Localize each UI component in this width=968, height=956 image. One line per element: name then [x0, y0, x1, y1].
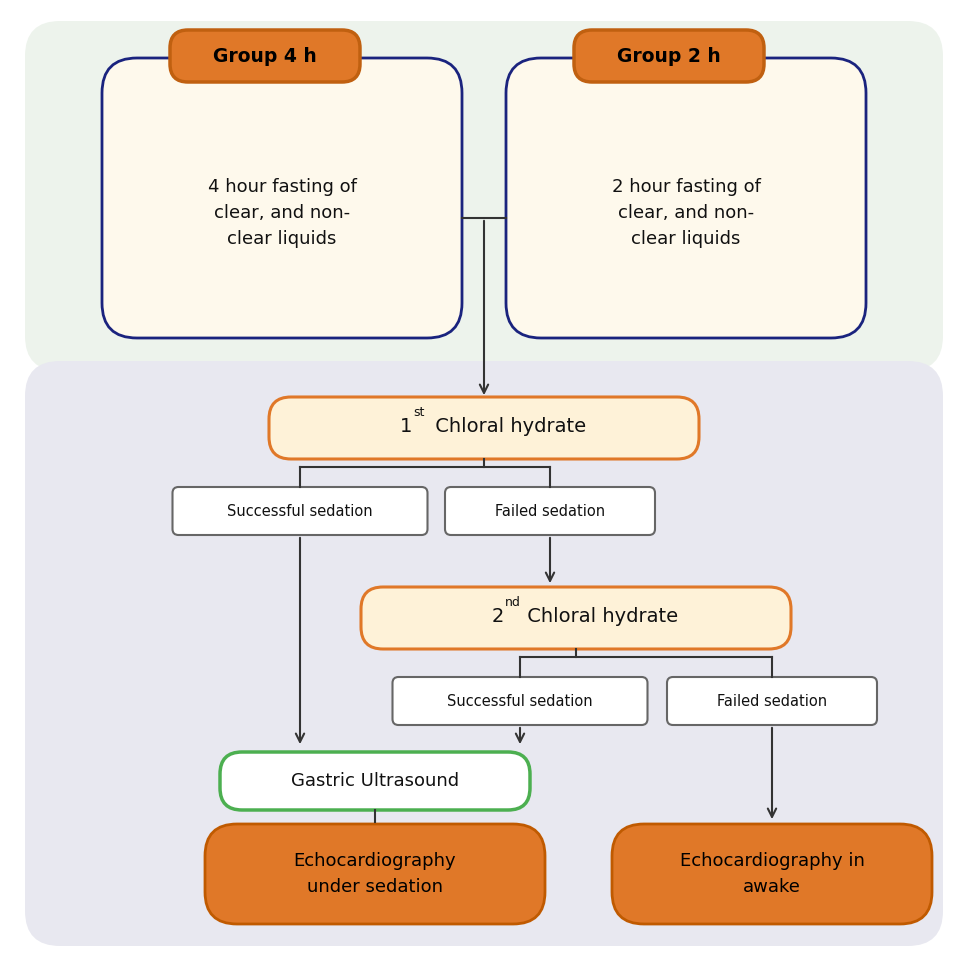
Text: Group 4 h: Group 4 h	[213, 47, 317, 66]
FancyBboxPatch shape	[25, 361, 943, 946]
FancyBboxPatch shape	[170, 30, 360, 82]
FancyBboxPatch shape	[361, 587, 791, 649]
FancyBboxPatch shape	[172, 487, 428, 535]
FancyBboxPatch shape	[667, 677, 877, 725]
Text: 1: 1	[400, 417, 412, 436]
FancyBboxPatch shape	[574, 30, 764, 82]
Text: nd: nd	[505, 597, 521, 610]
Text: Chloral hydrate: Chloral hydrate	[521, 606, 679, 625]
Text: Chloral hydrate: Chloral hydrate	[429, 417, 587, 436]
Text: Successful sedation: Successful sedation	[227, 504, 373, 518]
FancyBboxPatch shape	[506, 58, 866, 338]
Text: Echocardiography
under sedation: Echocardiography under sedation	[293, 853, 456, 896]
Text: Group 2 h: Group 2 h	[618, 47, 721, 66]
FancyBboxPatch shape	[269, 397, 699, 459]
Text: st: st	[413, 406, 424, 420]
Text: 4 hour fasting of
clear, and non-
clear liquids: 4 hour fasting of clear, and non- clear …	[207, 179, 356, 248]
FancyBboxPatch shape	[205, 824, 545, 924]
Text: Successful sedation: Successful sedation	[447, 693, 592, 708]
FancyBboxPatch shape	[102, 58, 462, 338]
Text: Gastric Ultrasound: Gastric Ultrasound	[291, 772, 459, 790]
Text: Failed sedation: Failed sedation	[495, 504, 605, 518]
Text: Echocardiography in
awake: Echocardiography in awake	[680, 853, 864, 896]
FancyBboxPatch shape	[25, 21, 943, 371]
Text: 2: 2	[492, 606, 504, 625]
FancyBboxPatch shape	[220, 752, 530, 810]
Text: 2 hour fasting of
clear, and non-
clear liquids: 2 hour fasting of clear, and non- clear …	[612, 179, 761, 248]
FancyBboxPatch shape	[612, 824, 932, 924]
FancyBboxPatch shape	[392, 677, 648, 725]
Text: Failed sedation: Failed sedation	[717, 693, 827, 708]
FancyBboxPatch shape	[445, 487, 655, 535]
